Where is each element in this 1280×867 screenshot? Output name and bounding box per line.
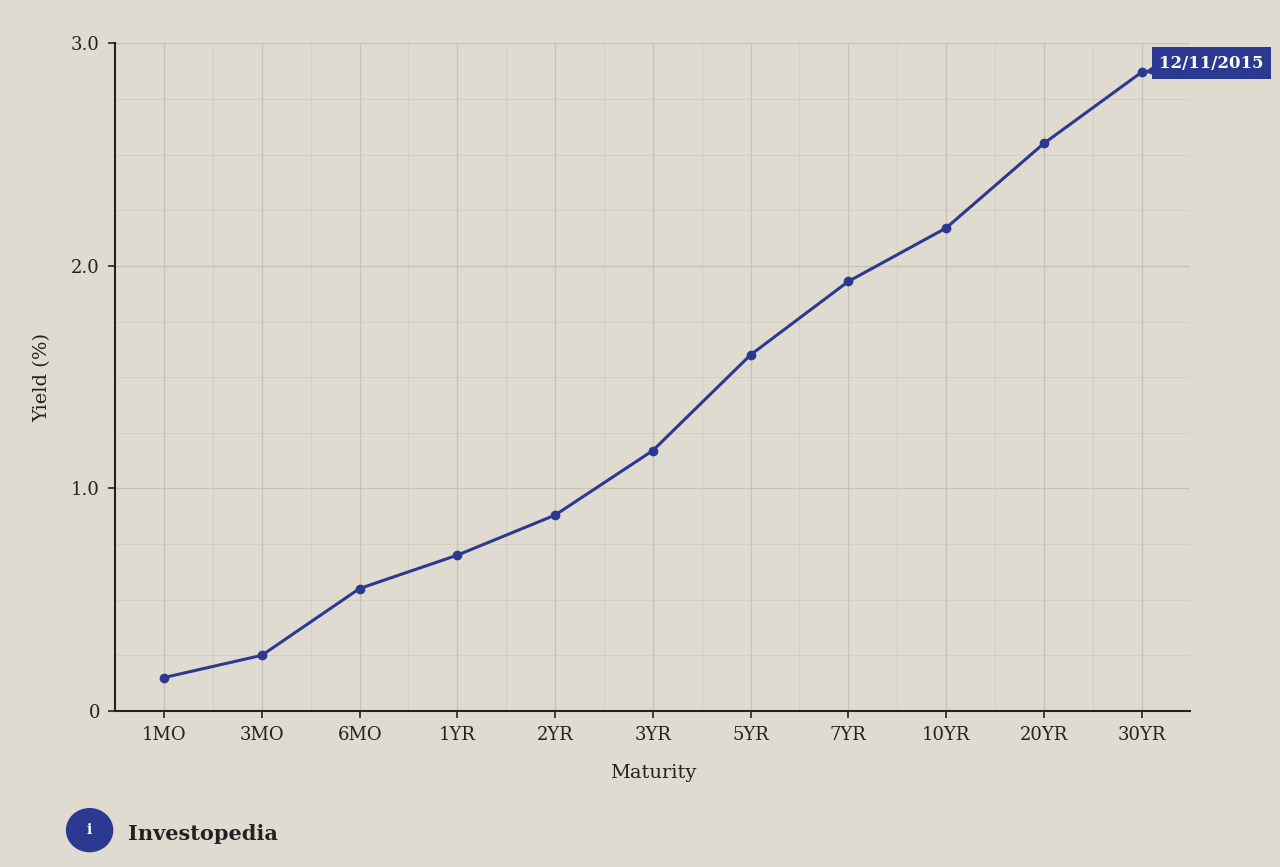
Text: 12/11/2015: 12/11/2015 bbox=[1147, 55, 1263, 74]
Y-axis label: Yield (%): Yield (%) bbox=[33, 333, 51, 421]
Circle shape bbox=[67, 809, 113, 851]
X-axis label: Maturity: Maturity bbox=[609, 764, 696, 782]
Text: Investopedia: Investopedia bbox=[128, 824, 278, 844]
Text: i: i bbox=[87, 823, 92, 838]
